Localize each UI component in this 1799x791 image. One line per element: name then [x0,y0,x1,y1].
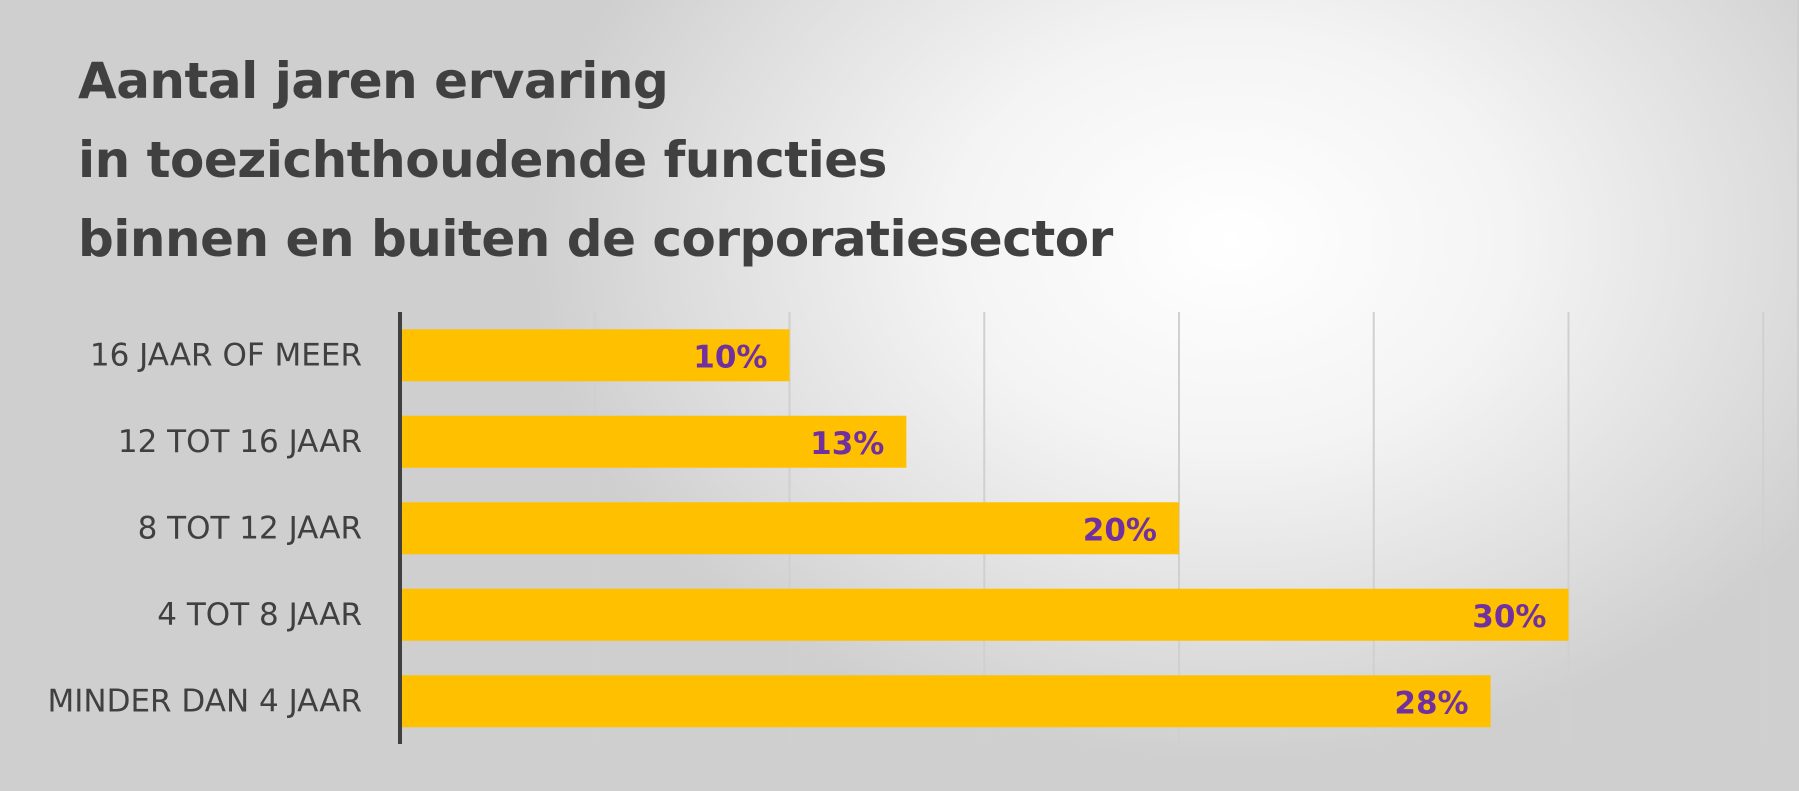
chart-title-line-2: in toezichthoudende functies [78,131,887,189]
chart-title-line-1: Aantal jaren ervaring [78,52,669,110]
category-label-3: 4 TOT 8 JAAR [157,597,362,633]
bar-4 [400,675,1491,728]
chart-title-line-3: binnen en buiten de corporatiesector [78,210,1113,268]
data-label-4: 28% [1394,685,1468,721]
bar-2 [400,502,1179,555]
category-label-0: 16 JAAR OF MEER [90,337,362,373]
data-label-1: 13% [810,426,884,462]
bar-0 [400,329,790,382]
category-label-4: MINDER DAN 4 JAAR [48,683,363,719]
category-label-2: 8 TOT 12 JAAR [138,510,362,546]
data-label-3: 30% [1472,599,1546,635]
chart-title: Aantal jaren ervaring in toezichthoudend… [78,42,1113,279]
bar-1 [400,415,907,468]
data-label-2: 20% [1083,512,1157,548]
data-label-0: 10% [693,339,767,375]
category-label-1: 12 TOT 16 JAAR [118,424,362,460]
bar-3 [400,588,1569,641]
